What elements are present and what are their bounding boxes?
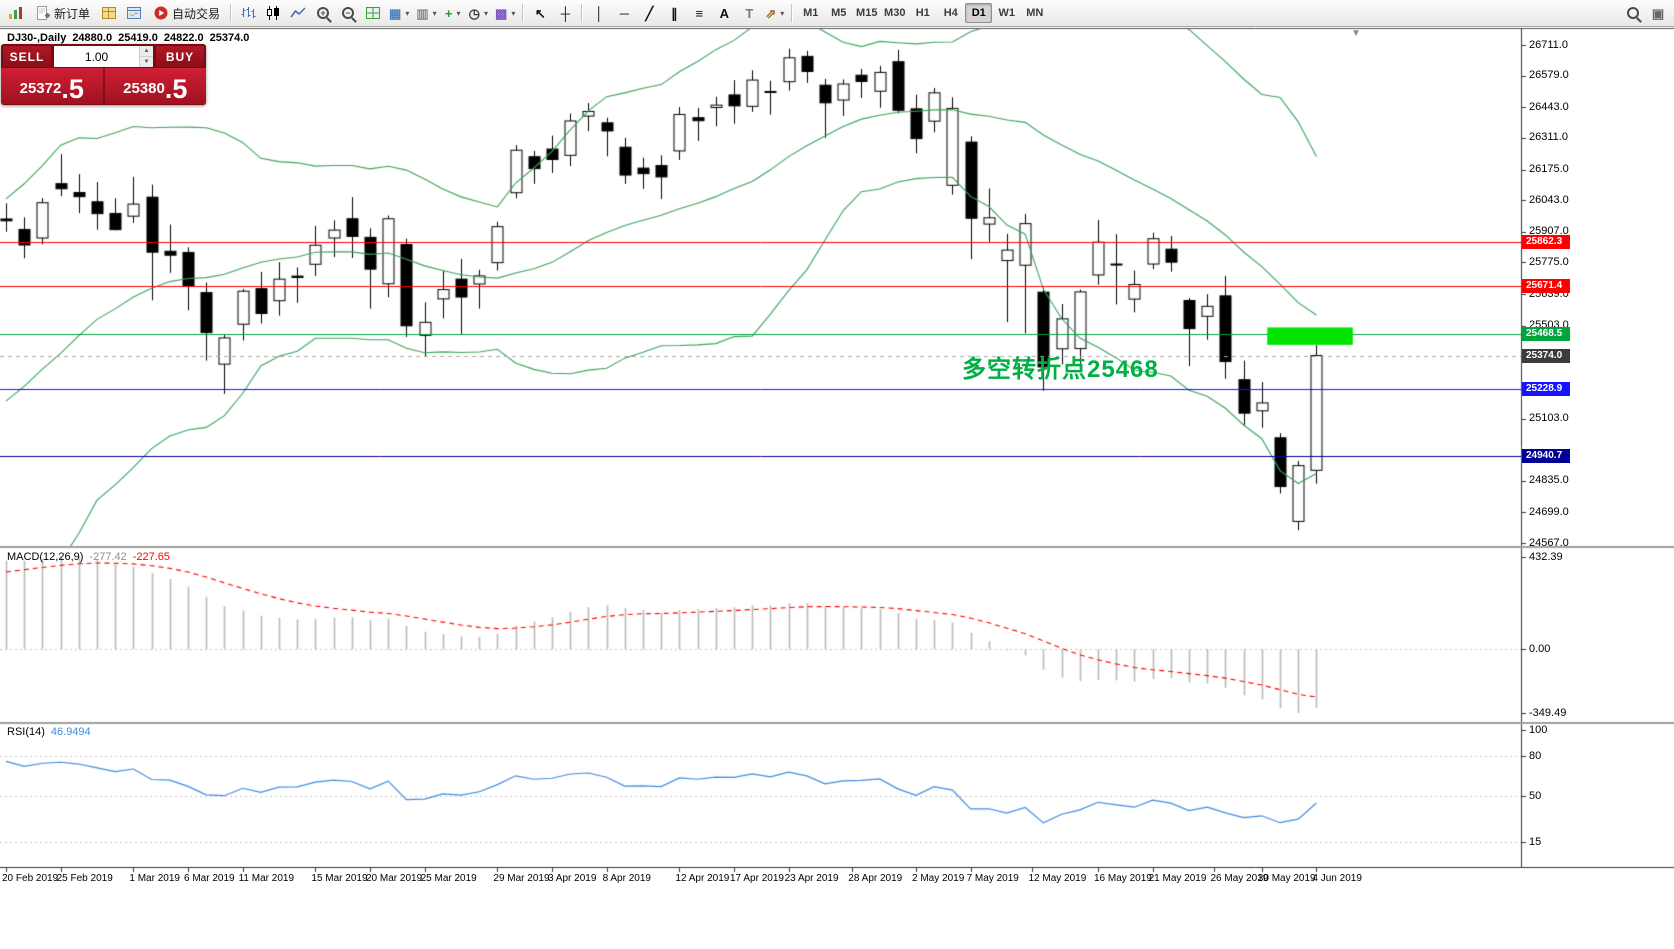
dropdown-arrow-icon: ▾ xyxy=(780,8,785,18)
equidistant-channel-button[interactable]: ∥ xyxy=(662,2,686,24)
text-icon: A xyxy=(719,5,730,21)
dropdown-arrow-icon: ▾ xyxy=(432,8,437,18)
timeframe-m5-button[interactable]: M5 xyxy=(831,7,847,19)
autotrading-button-label: 自动交易 xyxy=(172,6,221,21)
vertical-line-icon: │ xyxy=(595,5,604,21)
toolbar-separator xyxy=(581,4,584,22)
toolbar: 新订单 自动交易 + − ▦ ▾ ▥ ▾ + ▾ ◷ ▾ ▩ ▾ ↖ ┼ │ ─ ╱ ∥ ≡ A T ⇗ ▾ M1 M5 M15 M30… xyxy=(0,0,1674,27)
dropdown-arrow-icon: ▾ xyxy=(511,8,516,18)
toolbar-separator xyxy=(791,4,794,22)
templates-button[interactable]: ▩ ▾ xyxy=(492,2,518,24)
equidistant-channel-icon: ∥ xyxy=(671,5,678,21)
toolbar-separator xyxy=(230,4,233,22)
timeframe-h1-button[interactable]: H1 xyxy=(915,7,930,19)
horizontal-line-button[interactable]: ─ xyxy=(612,2,636,24)
crosshair-icon: ┼ xyxy=(560,5,570,21)
timeframe-h4-button[interactable]: H4 xyxy=(943,7,958,19)
fibonacci-icon: ≡ xyxy=(695,5,704,21)
candlestick-mode-icon[interactable] xyxy=(261,2,285,24)
data-window-icon[interactable] xyxy=(122,2,146,24)
autotrading-button[interactable]: 自动交易 xyxy=(147,2,226,24)
crosshair-button[interactable]: ┼ xyxy=(553,2,577,24)
new-chart-icon: ▦ xyxy=(389,5,402,21)
dropdown-arrow-icon: ▾ xyxy=(405,8,410,18)
timeframe-m1-button[interactable]: M1 xyxy=(803,7,819,19)
search-icon[interactable] xyxy=(1621,2,1645,24)
periods-button[interactable]: ◷ ▾ xyxy=(466,2,491,24)
search-icon-icon xyxy=(1627,7,1639,19)
toolbar-separator xyxy=(522,4,525,22)
sidebar-toggle-icon[interactable]: ▣ xyxy=(1646,2,1670,24)
line-chart-mode-icon[interactable] xyxy=(286,2,310,24)
market-watch-icon[interactable] xyxy=(97,2,121,24)
bar-chart-mode-icon[interactable] xyxy=(236,2,260,24)
arrows-button[interactable]: ⇗ ▾ xyxy=(762,2,787,24)
zoom-out-button[interactable]: − xyxy=(336,2,360,24)
new-order-button[interactable]: 新订单 xyxy=(29,2,96,24)
cursor-icon: ↖ xyxy=(534,5,546,21)
templates-icon: ▩ xyxy=(495,5,508,21)
text-button[interactable]: A xyxy=(712,2,736,24)
fibonacci-button[interactable]: ≡ xyxy=(687,2,711,24)
zoom-in-button[interactable]: + xyxy=(311,2,335,24)
trendline-icon: ╱ xyxy=(645,5,654,21)
dropdown-arrow-icon: ▾ xyxy=(484,8,489,18)
zoom-in-icon: + xyxy=(317,7,330,19)
zoom-out-icon: − xyxy=(342,7,355,19)
trendline-button[interactable]: ╱ xyxy=(637,2,661,24)
new-order-button-label: 新订单 xyxy=(54,6,91,21)
periods-icon: ◷ xyxy=(468,5,480,21)
horizontal-line-icon: ─ xyxy=(619,5,629,21)
timeframe-d1-button[interactable]: D1 xyxy=(965,3,993,23)
timeframe-mn-button[interactable]: MN xyxy=(1026,7,1044,19)
dropdown-arrow-icon: ▾ xyxy=(456,8,461,18)
timeframe-w1-button[interactable]: W1 xyxy=(998,7,1016,19)
indicators-icon: + xyxy=(444,5,453,21)
timeframe-m15-button[interactable]: M15 xyxy=(856,7,878,19)
arrows-icon: ⇗ xyxy=(765,5,777,21)
terminal-logo-icon[interactable] xyxy=(4,2,28,24)
sidebar-toggle-icon-icon: ▣ xyxy=(1651,5,1665,21)
new-chart-button[interactable]: ▦ ▾ xyxy=(386,2,412,24)
cursor-button[interactable]: ↖ xyxy=(528,2,552,24)
indicators-button[interactable]: + ▾ xyxy=(441,2,465,24)
vertical-line-button[interactable]: │ xyxy=(587,2,611,24)
text-label-icon: T xyxy=(745,5,754,21)
text-label-button[interactable]: T xyxy=(737,2,761,24)
profiles-button[interactable]: ▥ ▾ xyxy=(413,2,439,24)
profiles-icon: ▥ xyxy=(416,5,429,21)
timeframe-m30-button[interactable]: M30 xyxy=(884,7,906,19)
tile-windows-icon[interactable] xyxy=(361,2,385,24)
